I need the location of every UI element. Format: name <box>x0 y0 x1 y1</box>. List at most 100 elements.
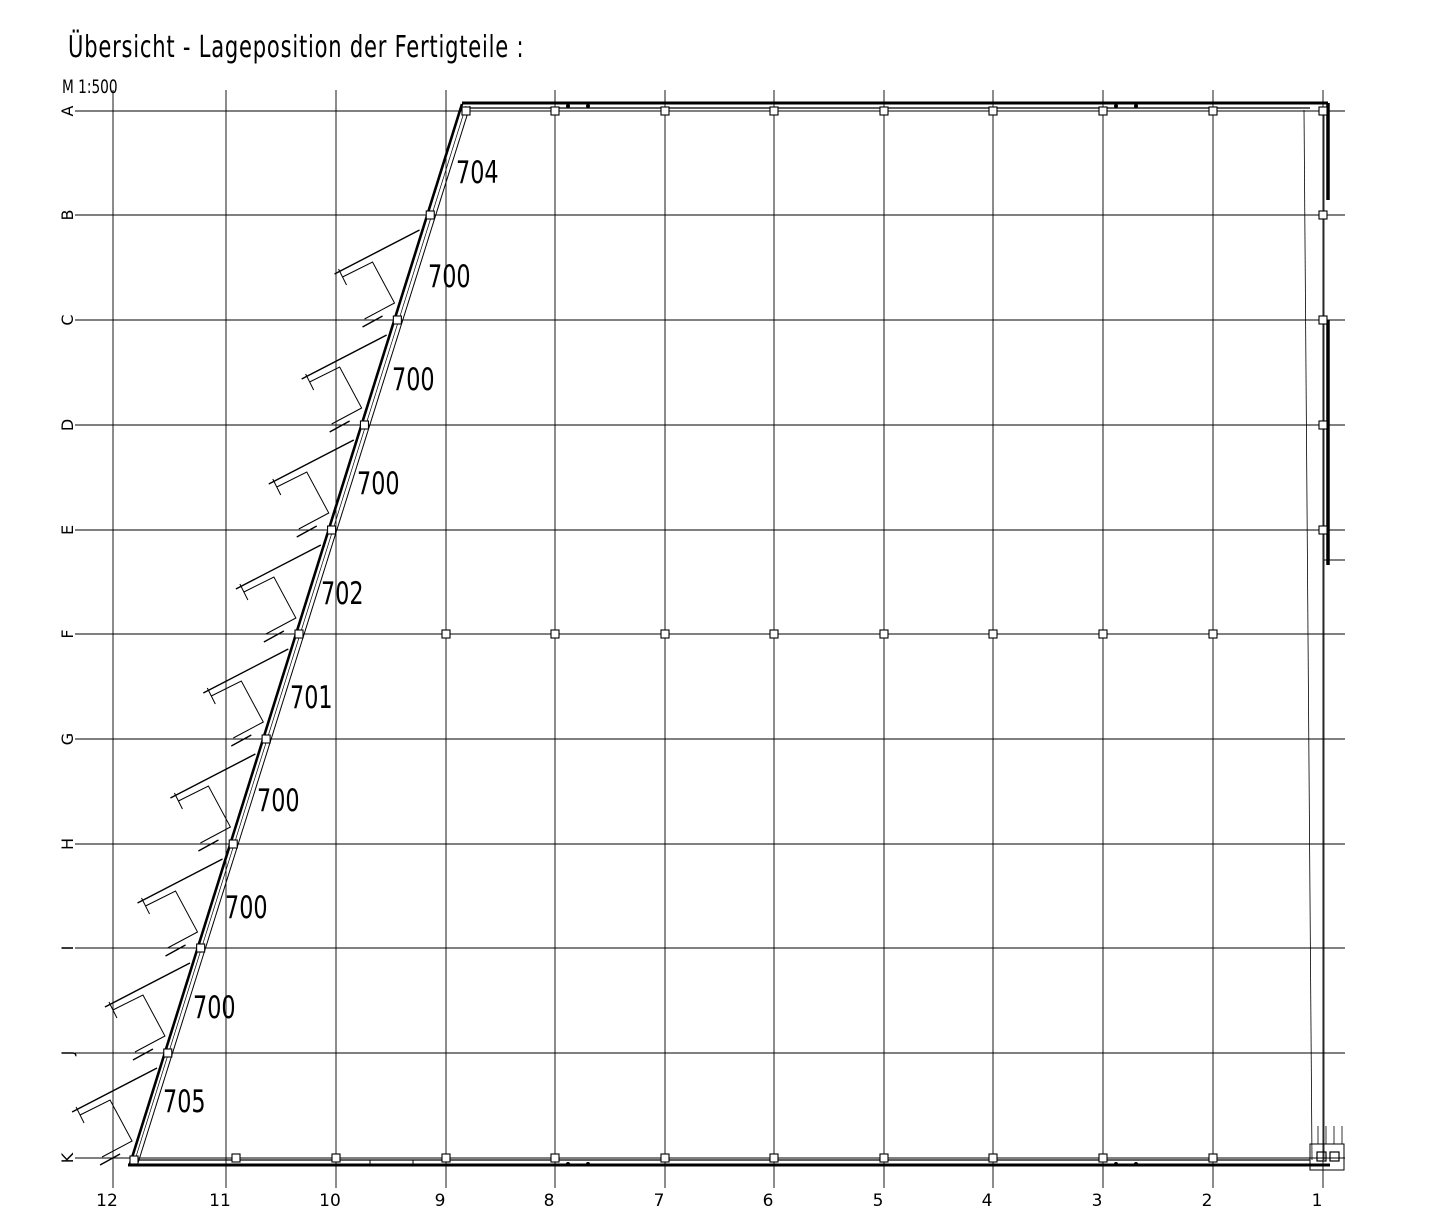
precast-flap <box>301 334 387 380</box>
element-label: 700 <box>193 990 236 1026</box>
precast-flap <box>334 229 420 275</box>
building-outline <box>128 101 1345 1171</box>
slanted-wall-inner <box>137 105 471 1164</box>
drawing-title: Übersicht - Lageposition der Fertigteile… <box>68 30 525 65</box>
precast-elements <box>71 229 420 1166</box>
column-marker <box>1098 106 1108 116</box>
precast-flap-lower <box>99 1153 121 1166</box>
column-marker <box>988 1153 998 1163</box>
column-marker <box>769 1153 779 1163</box>
column-axis-labels: 12 11 10 9 8 7 6 5 4 3 2 1 <box>96 1191 1322 1209</box>
column-marker <box>231 1153 241 1163</box>
column-marker <box>1318 525 1328 535</box>
column-markers <box>129 104 1328 1166</box>
row-axis-label: D <box>58 419 77 431</box>
column-marker <box>769 106 779 116</box>
column-marker <box>331 1153 341 1163</box>
precast-u-tick <box>75 1106 85 1124</box>
anchor-dot <box>586 1162 590 1166</box>
scale-label: M 1:500 <box>62 76 118 98</box>
precast-u-symbol <box>79 1099 133 1158</box>
precast-flap-lower <box>230 734 252 747</box>
precast-flap-lower <box>329 420 350 433</box>
precast-u-tick <box>239 583 249 601</box>
column-marker <box>550 629 560 639</box>
element-label: 700 <box>257 783 300 819</box>
anchor-dot <box>566 104 570 108</box>
element-label: 702 <box>321 576 364 612</box>
precast-flap-lower <box>132 1048 154 1061</box>
precast-flap-lower <box>296 525 318 538</box>
precast-u-symbol <box>145 890 199 949</box>
precast-flap-lower <box>165 944 186 957</box>
precast-flap <box>170 753 256 799</box>
precast-u-tick <box>338 268 347 286</box>
column-marker <box>392 315 402 325</box>
column-marker <box>1208 629 1218 639</box>
column-marker <box>1318 315 1328 325</box>
anchor-dot <box>586 104 590 108</box>
anchor-dot <box>566 1162 570 1166</box>
column-marker <box>425 210 435 220</box>
row-axis-label: B <box>58 210 77 221</box>
row-axis-label: C <box>58 314 77 325</box>
column-marker <box>550 106 560 116</box>
row-axis-label: E <box>58 525 77 535</box>
column-marker <box>769 629 779 639</box>
column-marker <box>327 525 337 535</box>
precast-u-symbol <box>211 680 264 739</box>
anchor-dot <box>1114 1162 1118 1166</box>
column-axis-label: 6 <box>763 1191 774 1209</box>
column-marker <box>196 943 206 953</box>
column-marker <box>988 629 998 639</box>
precast-flap-lower <box>198 839 219 852</box>
column-marker <box>1318 420 1328 430</box>
column-marker <box>359 420 370 430</box>
column-marker <box>1318 210 1328 220</box>
precast-u-symbol <box>112 994 166 1053</box>
column-axis-label: 3 <box>1092 1191 1103 1209</box>
row-axis-label: H <box>58 838 77 850</box>
column-axis-label: 7 <box>654 1191 665 1209</box>
precast-u-symbol <box>342 261 396 320</box>
column-axis-label: 10 <box>319 1191 341 1209</box>
precast-u-symbol <box>309 366 363 425</box>
column-marker <box>879 1153 889 1163</box>
column-marker <box>261 734 271 744</box>
row-axis-label: I <box>58 946 77 951</box>
column-marker <box>660 1153 670 1163</box>
column-marker <box>441 1153 451 1163</box>
column-marker <box>1098 629 1108 639</box>
axis-grid <box>75 90 1345 1188</box>
column-marker <box>129 1155 139 1165</box>
precast-flap <box>202 648 289 694</box>
row-axis-label: F <box>58 629 77 638</box>
column-marker <box>1208 106 1218 116</box>
row-axis-label: G <box>58 733 77 745</box>
right-diagonal-line <box>1303 109 1313 1161</box>
element-label: 704 <box>456 155 499 191</box>
column-marker <box>660 629 670 639</box>
column-axis-label: 8 <box>544 1191 555 1209</box>
column-axis-label: 2 <box>1202 1191 1213 1209</box>
anchor-dot <box>1114 104 1118 108</box>
column-axis-label: 4 <box>982 1191 993 1209</box>
column-axis-label: 5 <box>873 1191 884 1209</box>
column-axis-label: 9 <box>435 1191 446 1209</box>
column-marker <box>879 106 889 116</box>
column-axis-label: 12 <box>96 1191 118 1209</box>
precast-u-tick <box>173 792 183 810</box>
precast-flap-lower <box>263 630 285 643</box>
element-labels: 704 700 700 700 702 701 700 700 700 705 <box>163 155 499 1120</box>
precast-flap <box>137 858 223 904</box>
anchor-dot <box>1134 1162 1138 1166</box>
precast-u-tick <box>305 373 315 391</box>
row-axis-label: K <box>58 1152 77 1163</box>
element-label: 701 <box>290 680 333 716</box>
column-axis-label: 1 <box>1312 1191 1323 1209</box>
precast-u-tick <box>141 897 150 915</box>
precast-u-tick <box>272 478 282 496</box>
precast-u-tick <box>108 1001 118 1019</box>
precast-u-symbol <box>178 785 232 844</box>
